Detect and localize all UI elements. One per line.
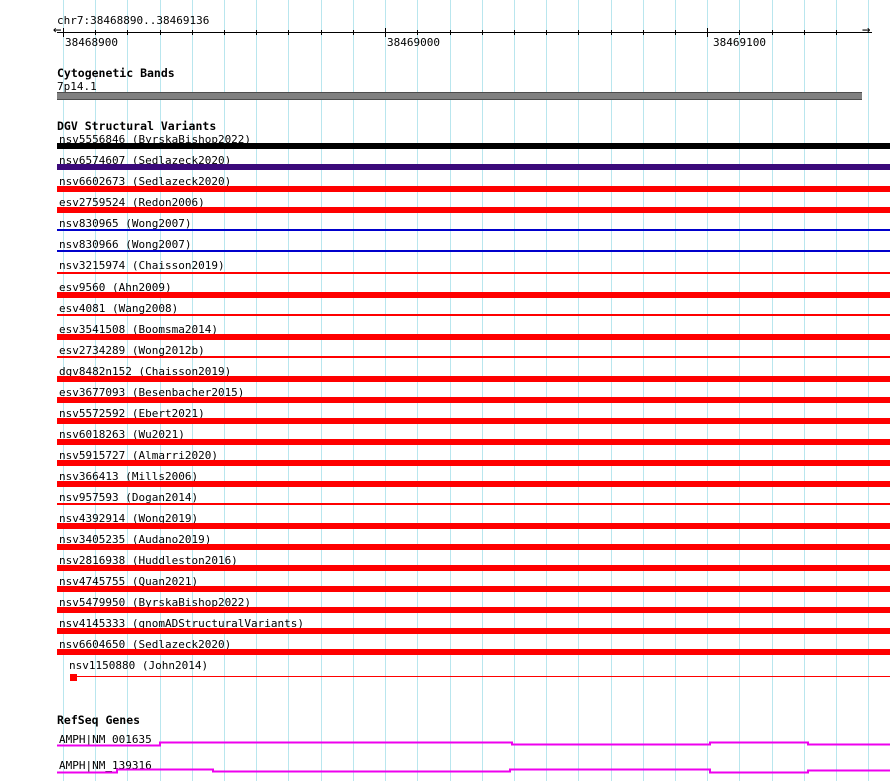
ruler-minor-tick — [353, 30, 354, 35]
refseq-gene-line[interactable] — [0, 739, 890, 748]
dgv-point-track-label: nsv1150880 (John2014) — [69, 659, 209, 672]
dgv-track-label: nsv5479950 (ByrskaBishop2022) — [59, 596, 252, 609]
ruler-minor-tick — [321, 30, 322, 35]
dgv-variant-bar[interactable] — [57, 334, 890, 340]
dgv-track-label: nsv5915727 (Almarri2020) — [59, 449, 218, 462]
dgv-variant-bar[interactable] — [57, 565, 890, 571]
cytogenetic-bands-title: Cytogenetic Bands — [57, 66, 175, 80]
dgv-variant-bar[interactable] — [57, 460, 890, 466]
dgv-track-label: nsv957593 (Dogan2014) — [59, 491, 199, 504]
dgv-track-label: nsv4392914 (Wong2019) — [59, 512, 199, 525]
ruler-minor-tick — [578, 30, 579, 35]
dgv-track-label: nsv830965 (Wong2007) — [59, 217, 192, 230]
cytoband-bar[interactable] — [57, 92, 862, 100]
dgv-track-label: nsv6574607 (Sedlazeck2020) — [59, 154, 232, 167]
dgv-variant-bar[interactable] — [57, 503, 890, 505]
ruler-tick-label: 38469000 — [387, 36, 440, 49]
ruler-tick-label: 38468900 — [65, 36, 118, 49]
dgv-point-track-line[interactable] — [70, 676, 890, 677]
ruler-minor-tick — [127, 30, 128, 35]
dgv-track-label: nsv6602673 (Sedlazeck2020) — [59, 175, 232, 188]
ruler-right-arrow-icon: → — [862, 22, 871, 38]
dgv-variant-bar[interactable] — [57, 272, 890, 274]
ruler-major-tick — [63, 28, 64, 37]
dgv-variant-bar[interactable] — [57, 229, 890, 231]
dgv-point-marker[interactable] — [70, 674, 77, 681]
ruler-minor-tick — [224, 30, 225, 35]
dgv-variant-bar[interactable] — [57, 356, 890, 358]
dgv-variant-bar[interactable] — [57, 292, 890, 298]
ruler-minor-tick — [675, 30, 676, 35]
locus-label: chr7:38468890..38469136 — [57, 14, 210, 27]
ruler-minor-tick — [417, 30, 418, 35]
dgv-track-label: esv3677093 (Besenbacher2015) — [59, 386, 245, 399]
dgv-track-label: nsv4145333 (gnomADStructuralVariants) — [59, 617, 305, 630]
ruler-minor-tick — [160, 30, 161, 35]
dgv-variant-bar[interactable] — [57, 164, 890, 170]
ruler-minor-tick — [192, 30, 193, 35]
refseq-section-title: RefSeq Genes — [57, 713, 141, 727]
ruler-tick-label: 38469100 — [713, 36, 766, 49]
ruler-minor-tick — [643, 30, 644, 35]
dgv-variant-bar[interactable] — [57, 250, 890, 252]
ruler-minor-tick — [611, 30, 612, 35]
dgv-variant-bar[interactable] — [57, 544, 890, 550]
dgv-variant-bar[interactable] — [57, 418, 890, 424]
dgv-track-label: nsv6018263 (Wu2021) — [59, 428, 185, 441]
ruler-minor-tick — [450, 30, 451, 35]
dgv-track-label: dgv8482n152 (Chaisson2019) — [59, 365, 232, 378]
dgv-variant-bar[interactable] — [57, 439, 890, 445]
dgv-track-label: esv4081 (Wang2008) — [59, 302, 179, 315]
dgv-track-label: nsv830966 (Wong2007) — [59, 238, 192, 251]
dgv-variant-bar[interactable] — [57, 376, 890, 382]
dgv-variant-bar[interactable] — [57, 607, 890, 613]
cytoband-label: 7p14.1 — [57, 80, 97, 93]
dgv-variant-bar[interactable] — [57, 186, 890, 192]
ruler-major-tick — [707, 28, 708, 37]
refseq-gene-line[interactable] — [0, 766, 890, 775]
dgv-variant-bar[interactable] — [57, 207, 890, 213]
dgv-variant-bar[interactable] — [57, 481, 890, 487]
ruler-major-tick — [385, 28, 386, 37]
dgv-variant-bar[interactable] — [57, 586, 890, 592]
ruler-minor-tick — [546, 30, 547, 35]
ruler-minor-tick — [772, 30, 773, 35]
dgv-variant-bar[interactable] — [57, 143, 890, 149]
dgv-track-label: nsv6604650 (Sedlazeck2020) — [59, 638, 232, 651]
dgv-track-label: esv9560 (Ahn2009) — [59, 281, 172, 294]
dgv-track-label: nsv5556846 (ByrskaBishop2022) — [59, 133, 252, 146]
ruler-minor-tick — [482, 30, 483, 35]
ruler-left-arrow-icon: ← — [53, 22, 62, 38]
dgv-track-label: nsv3405235 (Audano2019) — [59, 533, 212, 546]
dgv-variant-bar[interactable] — [57, 314, 890, 316]
ruler-minor-tick — [739, 30, 740, 35]
dgv-track-label: esv3541508 (Boomsma2014) — [59, 323, 218, 336]
dgv-variant-bar[interactable] — [57, 397, 890, 403]
dgv-section-title: DGV Structural Variants — [57, 119, 217, 133]
ruler-minor-tick — [836, 30, 837, 35]
ruler-minor-tick — [95, 30, 96, 35]
ruler-minor-tick — [514, 30, 515, 35]
ruler-minor-tick — [288, 30, 289, 35]
dgv-variant-bar[interactable] — [57, 523, 890, 529]
dgv-variant-bar[interactable] — [57, 628, 890, 634]
ruler-baseline — [57, 32, 872, 33]
ruler-minor-tick — [804, 30, 805, 35]
dgv-track-label: nsv2816938 (Huddleston2016) — [59, 554, 238, 567]
dgv-track-label: nsv3215974 (Chaisson2019) — [59, 259, 225, 272]
dgv-track-label: nsv4745755 (Quan2021) — [59, 575, 199, 588]
dgv-track-label: nsv366413 (Mills2006) — [59, 470, 199, 483]
ruler-minor-tick — [256, 30, 257, 35]
dgv-variant-bar[interactable] — [57, 649, 890, 655]
refseq-gene-label: AMPH|NM_001635 — [59, 733, 152, 746]
